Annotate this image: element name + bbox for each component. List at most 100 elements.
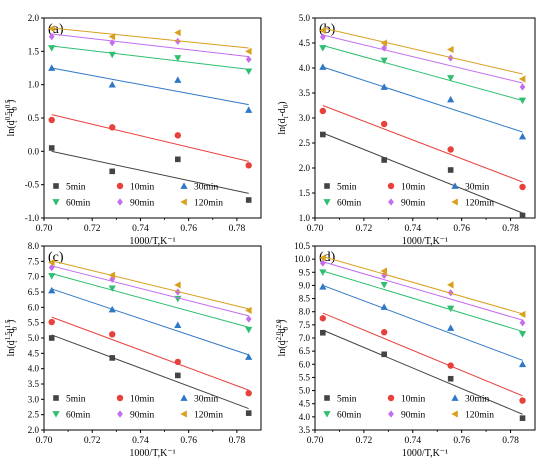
data-point-10min [519,183,526,191]
y-tick-label: 4.5 [299,38,311,48]
fit-line-5min [322,329,523,415]
data-point-10min [447,146,454,153]
x-tick-label: 0.74 [132,224,149,234]
legend-label: 60min [337,199,362,209]
data-point-30min [245,106,253,113]
y-tick-label: 5.0 [299,386,311,396]
data-point-5min [175,156,181,163]
data-point-60min [380,282,388,289]
data-point-30min [380,83,388,90]
x-tick-label: 0.70 [307,224,324,234]
data-point-10min [447,362,454,369]
legend-label: 30min [465,395,490,405]
legend-marker-90min [388,410,394,418]
fit-line-90min [322,261,523,321]
legend-label: 5min [337,183,357,193]
data-point-60min [518,97,527,105]
y-axis-label: ln(d2.0t-d2.00) [275,319,290,356]
y-tick-label: 1.0 [28,80,40,90]
legend-marker-30min [451,394,459,401]
x-tick-label: 0.76 [453,224,470,234]
legend-label: 90min [401,411,426,421]
data-point-5min [109,168,116,175]
chart-panel-c: 0.70 0.72 0.74 0.76 0.78 2.0 2.5 3.0 3.5 4.0 4.5 5.… [4,241,262,459]
data-point-60min [174,55,182,62]
legend-label: 90min [130,199,155,209]
data-point-90min [48,263,55,272]
data-point-90min [381,44,388,52]
y-tick-label: 6.5 [299,346,311,356]
legend-marker-90min [117,410,123,418]
x-tick-label: 0.76 [453,436,470,446]
data-point-60min [245,68,253,75]
legend-label: 5min [66,395,86,405]
x-axis-label: 1000/T,K⁻¹ [402,236,448,247]
y-tick-label: 4.0 [28,364,40,374]
fit-line-30min [322,66,523,133]
legend-marker-10min [116,394,124,402]
legend-marker-5min [53,183,59,189]
fit-line-90min [51,33,249,58]
y-tick-label: 3.5 [299,425,311,435]
legend-label: 30min [194,395,219,405]
y-tick-label: 4.5 [299,399,311,409]
data-point-60min [48,273,56,280]
x-tick-label: 0.70 [36,224,53,234]
data-point-30min [108,81,116,88]
y-axis-label: ln(dt-d0) [277,101,290,134]
data-point-30min [174,76,182,83]
data-point-120min [319,254,326,262]
data-point-60min [48,45,56,52]
legend-marker-60min [52,411,60,418]
y-tick-label: 3.0 [299,113,311,123]
y-tick-label: 2.0 [299,163,311,173]
fit-line-30min [51,67,249,106]
y-tick-label: -0.5 [25,180,40,190]
y-tick-label: 8.0 [299,307,311,317]
legend-label: 60min [337,411,362,421]
data-point-30min [245,353,253,360]
y-tick-label: 1.0 [299,213,311,223]
fit-line-10min [322,312,523,397]
data-point-10min [109,331,116,338]
data-point-120min [174,29,181,37]
data-point-5min [519,212,526,219]
data-point-10min [519,397,526,404]
x-axis-label: 1000/T,K⁻¹ [129,448,175,459]
legend-marker-10min [387,394,395,402]
data-point-5min [447,375,454,382]
x-tick-label: 0.72 [84,224,101,234]
data-point-120min [447,45,454,54]
legend-label: 120min [194,199,223,209]
data-point-120min [518,75,526,83]
data-point-60min [380,57,388,65]
data-point-5min [109,355,116,361]
data-point-5min [320,329,326,336]
fit-line-120min [51,260,249,310]
data-point-60min [245,326,253,334]
legend-label: 10min [130,183,155,193]
legend-marker-5min [53,395,59,401]
y-tick-label: 1.5 [299,188,311,198]
data-point-90min [174,37,181,45]
y-tick-label: 2.5 [299,138,311,148]
data-point-90min [48,33,55,41]
y-tick-label: 2.0 [28,13,40,23]
y-tick-label: 9.0 [299,280,311,290]
data-point-10min [380,329,388,336]
legend-label: 5min [337,395,357,405]
x-tick-label: 0.70 [36,436,53,446]
data-point-120min [245,306,252,314]
data-point-5min [245,410,252,416]
data-point-120min [319,26,326,35]
data-point-10min [109,124,116,131]
legend-label: 90min [130,411,155,421]
chart-panel-d: 0.70 0.72 0.74 0.76 0.78 3.5 4.0 4.5 5.0 5.5 6.0 6.… [275,241,536,459]
legend-marker-120min [451,410,458,418]
legend: 5min 10min 30min 60min 90min 120min [323,394,494,421]
legend-marker-60min [52,199,60,206]
data-point-30min [447,95,455,103]
data-point-5min [48,145,55,151]
data-point-30min [518,360,527,368]
